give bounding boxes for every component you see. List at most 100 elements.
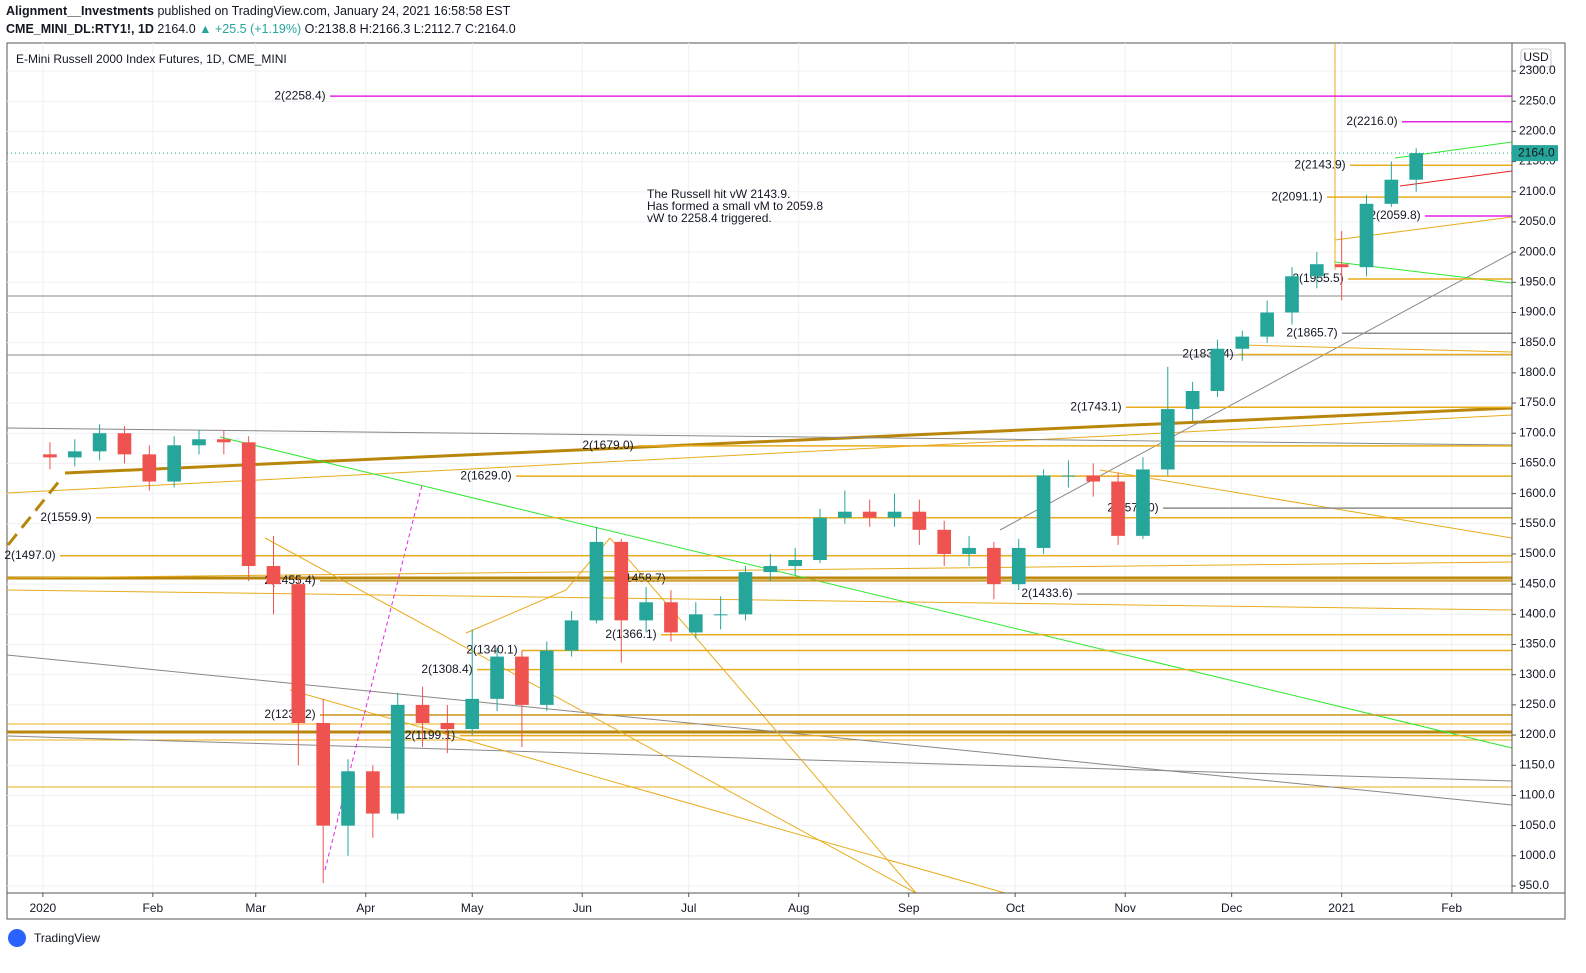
trend-line	[6, 735, 1513, 782]
axes: 950.0 1000.0 1050.0 1100.0 1150.0 1200.0 1250.…	[7, 63, 1558, 915]
level-label: 2(2091.1)	[1271, 189, 1322, 203]
y-tick-label: 2200.0	[1519, 124, 1556, 138]
level-label: 2(1743.1)	[1070, 399, 1121, 413]
y-tick-label: 1650.0	[1519, 456, 1556, 470]
level-label: 2(1559.9)	[40, 510, 91, 524]
currency: USD	[1523, 50, 1549, 64]
trend-line	[6, 654, 1513, 806]
y-tick-label: 2000.0	[1519, 244, 1556, 258]
level-label: 2(1629.0)	[460, 468, 511, 482]
y-tick-label: 1700.0	[1519, 425, 1556, 439]
candle-body	[987, 547, 1001, 585]
level-label: 2(1340.1)	[466, 643, 517, 657]
y-tick-label: 1100.0	[1519, 788, 1555, 802]
drawings	[6, 43, 1513, 894]
trend-line	[1099, 469, 1513, 539]
x-tick-label: Mar	[245, 901, 266, 915]
candle-body	[838, 511, 852, 518]
candle-body	[614, 541, 629, 621]
y-tick-label: 2050.0	[1519, 214, 1556, 228]
candle-body	[1061, 475, 1076, 477]
candle-body	[1260, 312, 1274, 337]
x-tick-label: Aug	[788, 901, 809, 915]
x-tick-label: 2021	[1328, 901, 1355, 915]
x-tick-label: Apr	[356, 901, 375, 915]
candle-body	[67, 451, 82, 458]
candle-body	[92, 433, 107, 452]
candle-body	[813, 517, 827, 561]
candle-body	[738, 572, 753, 615]
level-label: 2(1308.4)	[421, 662, 472, 676]
candle-body	[415, 704, 430, 723]
candle-body	[291, 584, 306, 723]
level-label: 2(1199.1)	[405, 728, 455, 742]
header-line-2: CME_MINI_DL:RTY1!, 1D 2164.0 ▲ +25.5 (+1…	[6, 22, 516, 36]
candle-body	[962, 547, 976, 554]
publisher: Alignment__Investments	[6, 4, 154, 18]
currency-box	[1520, 48, 1552, 68]
candle-body	[912, 511, 927, 530]
x-tick-label: Oct	[1006, 901, 1025, 915]
last-price-label: 2164.0	[1518, 145, 1555, 159]
level-label: 2(2216.0)	[1346, 114, 1397, 128]
x-tick-label: Dec	[1221, 901, 1242, 915]
trend-line	[64, 406, 1513, 475]
y-tick-label: 1000.0	[1519, 848, 1556, 862]
candle-body	[341, 771, 355, 826]
ohlc-high: H:2166.3	[360, 22, 411, 36]
trend-line	[6, 589, 1513, 611]
y-tick-label: 1150.0	[1519, 757, 1555, 771]
candle-body	[440, 723, 455, 730]
y-tick-label: 1950.0	[1519, 274, 1556, 288]
candle-body	[241, 442, 256, 567]
candle-body	[1409, 153, 1424, 180]
level-label: 2(1497.0)	[4, 548, 55, 562]
logo-icon	[8, 929, 26, 947]
candle-body	[390, 704, 405, 814]
y-tick-label: 2100.0	[1519, 184, 1556, 198]
trend-line	[324, 484, 423, 871]
level-label: 2(1433.6)	[1021, 586, 1072, 600]
candle-body	[664, 602, 678, 633]
trend-line	[219, 436, 1513, 749]
candle-body	[1210, 348, 1225, 391]
candle-body	[216, 439, 231, 443]
candles	[43, 148, 1424, 883]
annotation-line: The Russell hit vW 2143.9.	[647, 187, 790, 201]
ohlc-close: C:2164.0	[465, 22, 516, 36]
x-tick-label: Jul	[681, 901, 696, 915]
y-tick-label: 2250.0	[1519, 93, 1556, 107]
candle-body	[192, 439, 206, 446]
y-tick-label: 1850.0	[1519, 335, 1556, 349]
x-tick-label: Jun	[573, 901, 592, 915]
candle-body	[465, 698, 480, 730]
candle-body	[539, 650, 554, 705]
candle-body	[43, 454, 57, 458]
grid	[7, 43, 1512, 893]
candle-body	[887, 511, 902, 518]
candle-body	[1359, 203, 1374, 268]
candle-body	[713, 614, 728, 616]
ohlc-open: O:2138.8	[305, 22, 356, 36]
last: 2164.0	[157, 22, 195, 36]
x-tick-label: Sep	[898, 901, 920, 915]
level-label: 2(1865.7)	[1286, 325, 1337, 339]
trend-line	[6, 427, 1513, 446]
candle-body	[1011, 547, 1026, 585]
candle-body	[1384, 179, 1399, 204]
candle-body	[788, 560, 802, 567]
last-price-box	[1512, 145, 1558, 162]
trend-line	[6, 414, 1513, 494]
symbol: CME_MINI_DL:RTY1!, 1D	[6, 22, 154, 36]
y-tick-label: 2300.0	[1519, 63, 1556, 77]
candle-body	[490, 656, 504, 699]
candle-body	[266, 566, 281, 585]
x-tick-label: Feb	[143, 901, 164, 915]
candle-body	[937, 529, 952, 554]
level-label: 2(1830.4)	[1182, 347, 1233, 361]
candle-body	[515, 656, 529, 705]
candle-body	[1309, 264, 1324, 277]
level-label: 2(1233.2)	[264, 707, 315, 721]
y-tick-label: 1250.0	[1519, 697, 1556, 711]
